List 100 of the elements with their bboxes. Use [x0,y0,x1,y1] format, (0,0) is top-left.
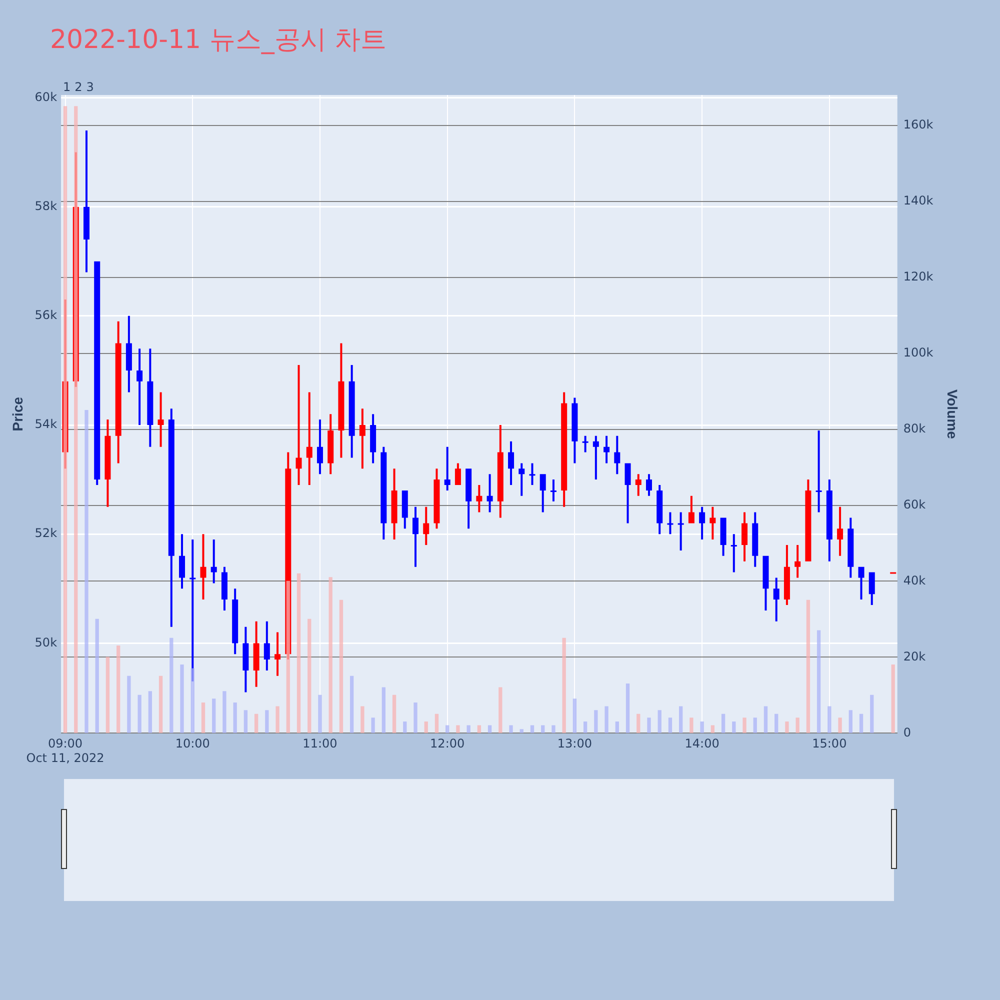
candlestick [518,463,525,496]
candlestick [529,463,536,486]
bar [403,721,407,734]
bar [201,702,206,734]
candlestick [730,534,737,572]
y2-tick-label: 140k [903,193,934,208]
bar [828,706,832,734]
bar [848,710,852,734]
bar [466,725,470,734]
candlestick [550,480,556,502]
bar [488,725,492,734]
bar [710,725,715,734]
bar [84,410,88,734]
bar [721,714,726,734]
chart-title: 2022-10-11 뉴스_공시 차트 [50,24,387,57]
candlestick [274,632,281,676]
y-tick-label: 58k [34,198,58,213]
bar [647,718,651,734]
bar [572,698,577,734]
bar [382,687,386,734]
x-tick-label: 12:00 [430,736,465,751]
bar [244,710,248,734]
bar [806,600,810,734]
candlestick [667,512,674,534]
bar [233,702,237,734]
bar [541,725,545,734]
candlestick [486,474,493,512]
bar [891,664,895,734]
bar [509,725,513,734]
bar [615,721,619,734]
bar [668,718,672,734]
candlestick [582,436,588,452]
text: 1 [63,80,71,94]
bar [690,718,694,734]
y2-tick-label: 120k [903,269,934,284]
bar [785,721,789,734]
candlestick [296,365,302,486]
bar [679,706,683,734]
bar [308,618,312,734]
bar [424,721,428,734]
x-tick-label: 13:00 [557,736,592,751]
y2-tick-label: 20k [903,649,926,664]
bar [318,694,322,734]
bar [636,714,640,734]
bar [371,718,375,734]
text: 2 [74,80,82,94]
bar [838,718,842,734]
bar [392,694,396,734]
y2-tick-label: 80k [903,421,926,436]
candlestick [592,436,599,480]
y-tick-label: 60k [34,90,58,104]
bar [63,106,68,734]
bar [170,638,174,734]
y-tick-label: 52k [34,526,58,540]
bar [764,706,768,734]
y2-axis-title: Volume [944,389,961,440]
y2-tick-label: 100k [903,345,934,360]
candlestick [136,348,143,426]
bar [700,721,704,734]
bar [127,676,131,734]
x-tick-label: 09:00 Oct 11, 2022 [26,736,104,765]
bar [626,683,630,734]
bar [180,664,184,734]
x-tick-label: 11:00 [302,736,338,751]
bar [212,698,216,734]
bar [456,725,460,734]
bar [530,725,534,734]
bar [138,694,142,734]
bar [594,710,598,734]
bar [286,580,290,734]
bar [190,668,194,734]
bar [328,577,332,734]
bar [339,600,344,734]
bar [265,710,269,734]
bar [95,618,99,734]
bar [870,694,874,734]
bar [434,714,439,734]
bar [414,702,418,734]
candlestick [678,512,684,550]
x-tick-label: 14:00 [684,736,720,751]
bar [604,706,608,734]
bar [350,676,354,734]
bar [296,573,301,734]
bar [148,691,152,734]
bar [732,721,736,734]
bar [498,687,502,734]
bar [106,656,110,734]
candlestick [816,430,822,512]
text: 3 [86,80,94,94]
y2-tick-label: 40k [903,573,926,588]
bar [477,725,482,734]
bar [446,725,450,734]
y-axis-title: Price [9,396,26,432]
y-tick-label: 54k [34,417,58,432]
bar [116,645,120,734]
candlestick [444,446,450,490]
y2-tick-label: 160k [903,118,934,132]
bar [796,718,800,734]
bar [562,638,566,734]
x-tick-label: 15:00 [812,736,847,751]
